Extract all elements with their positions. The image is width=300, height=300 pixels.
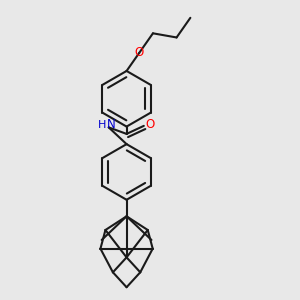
Text: H: H [98, 120, 106, 130]
Text: O: O [134, 46, 144, 59]
Text: O: O [146, 118, 155, 131]
Text: N: N [107, 118, 116, 131]
